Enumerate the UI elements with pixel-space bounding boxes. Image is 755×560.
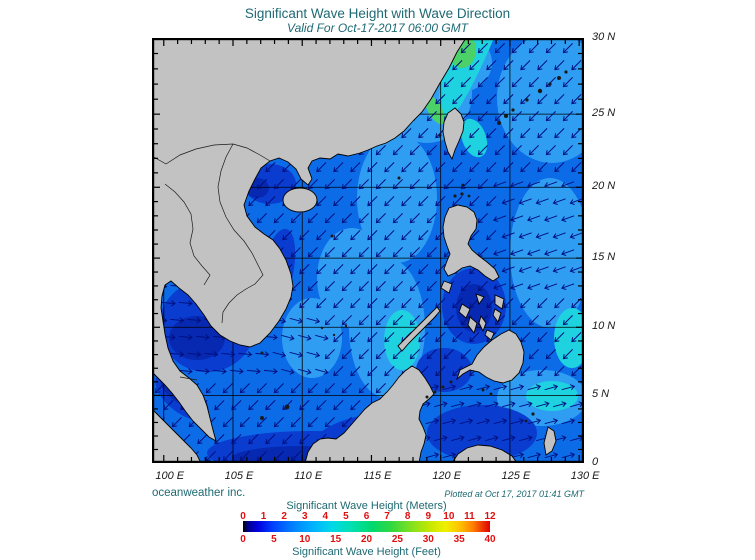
colorbar-tick-label: 10: [299, 534, 311, 545]
map-canvas: [152, 38, 584, 463]
colorbar-tick-label: 3: [301, 511, 308, 522]
colorbar-tick-label: 15: [330, 534, 342, 545]
lon-label: 110 E: [294, 470, 323, 482]
colorbar-tick-label: 1: [260, 511, 267, 522]
mindanao-island: [456, 329, 525, 384]
lon-label: 105 E: [224, 470, 254, 482]
colorbar-tick-label: 9: [425, 511, 432, 522]
map-title: Significant Wave Height with Wave Direct…: [244, 6, 511, 21]
lon-label: 115 E: [363, 470, 392, 482]
colorbar-tick-label: 25: [391, 534, 403, 545]
taiwan-island: [442, 107, 465, 161]
bohol-island: [484, 329, 495, 341]
plotted-at-text: Plotted at Oct 17, 2017 01:41 GMT: [444, 489, 584, 499]
colorbar-tick-label: 35: [453, 534, 465, 545]
map-frame-border: [152, 38, 584, 463]
colorbar-tick-label: 10: [443, 511, 455, 522]
lat-label: 30 N: [592, 31, 616, 43]
lon-label: 100 E: [155, 470, 185, 482]
masbate-island: [475, 293, 485, 306]
map-subtitle: Valid For Oct-17-2017 06:00 GMT: [287, 21, 468, 35]
lat-label: 20 N: [592, 180, 616, 193]
colorbar-tick-label: 40: [484, 534, 496, 545]
land-layer: [152, 38, 557, 463]
lat-label: 5 N: [592, 388, 610, 401]
halmahera-island: [543, 426, 557, 456]
colorbar-meters-title: Significant Wave Height (Meters): [286, 500, 447, 512]
colorbar-tick-label: 20: [360, 534, 373, 545]
axis-ticks-layer: [154, 40, 582, 461]
colorbar-tick-label: 30: [422, 534, 434, 545]
colorbar-tick-label: 0: [240, 534, 246, 545]
cebu-island: [478, 314, 487, 333]
borneo-island: [304, 365, 435, 463]
colorbar-tick-label: 7: [384, 511, 390, 522]
lon-label: 120 E: [432, 470, 462, 482]
colorbar-tick-label: 11: [464, 511, 475, 522]
map-graphic: [152, 38, 584, 463]
lat-label: 15 N: [592, 251, 616, 264]
mindoro-island: [440, 280, 453, 294]
colorbar-tick-label: 2: [281, 511, 287, 522]
lat-label: 25 N: [592, 107, 616, 120]
lon-label: 130 E: [570, 470, 600, 482]
country-borders-layer: [152, 143, 271, 381]
colorbar-tick-label: 8: [404, 511, 411, 522]
leyte-island: [492, 308, 502, 323]
colorbar-tick-label: 4: [322, 511, 329, 522]
lat-label: 10 N: [592, 320, 616, 333]
colorbar-tick-label: 5: [343, 511, 349, 522]
small-islands-layer: [260, 70, 568, 423]
lon-label: 125 E: [501, 470, 531, 482]
panay-island: [458, 303, 471, 319]
colorbar-feet-title: Significant Wave Height (Feet): [292, 546, 441, 558]
negros-island: [467, 316, 478, 334]
sumatra-island: [152, 408, 202, 463]
palawan-island: [397, 306, 441, 352]
colorbar-tick-label: 5: [271, 534, 277, 545]
samar-island: [494, 294, 505, 310]
colorbar: [243, 521, 490, 532]
asia-mainland: [152, 38, 467, 442]
credit-text: oceanweather inc.: [152, 487, 246, 499]
colorbar-tick-label: 6: [363, 511, 370, 522]
hainan-island: [282, 187, 318, 213]
colorbar-tick-label: 0: [240, 511, 246, 522]
lat-label: 0: [592, 456, 599, 468]
colorbar-tick-label: 12: [484, 511, 496, 522]
luzon-island: [442, 204, 500, 282]
